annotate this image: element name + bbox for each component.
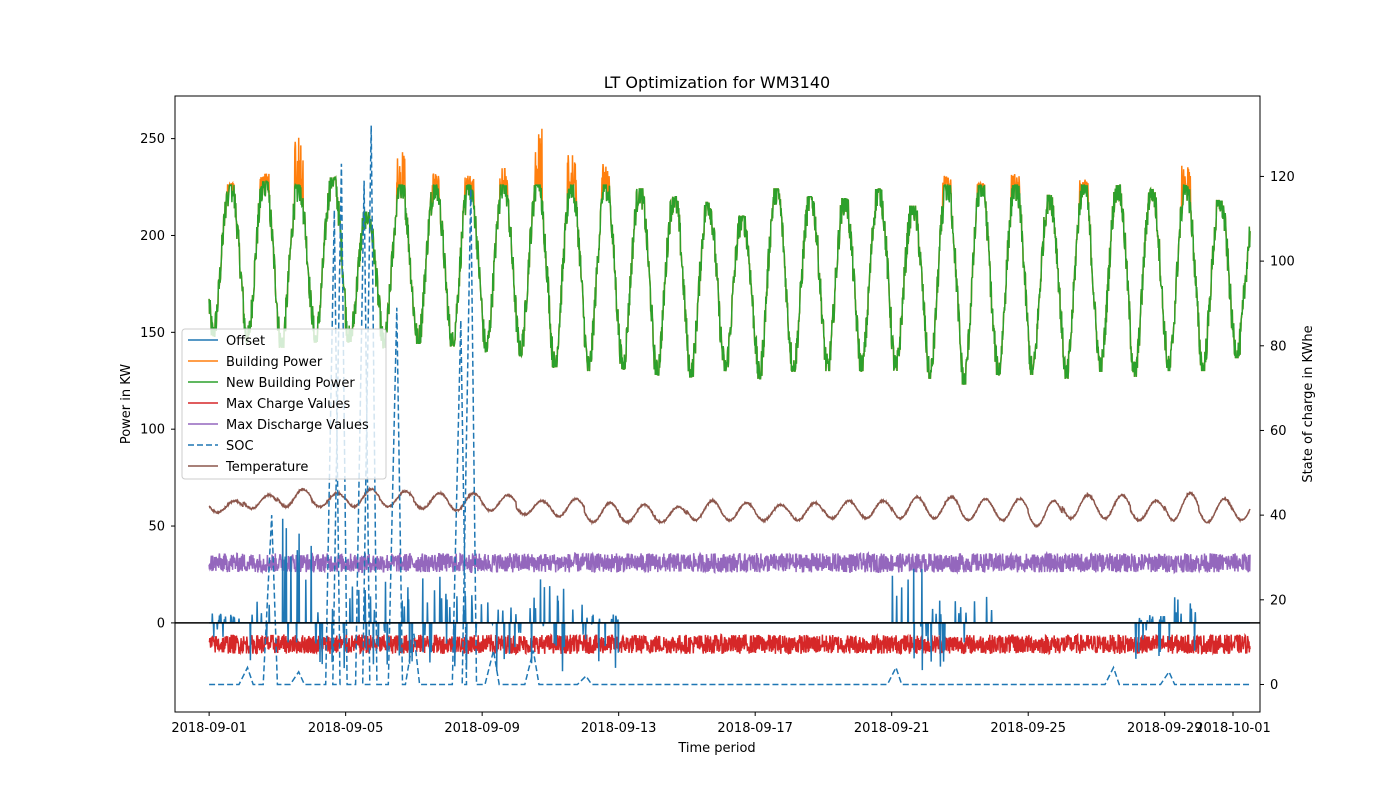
y2-axis-label: State of charge in KWhe (1301, 325, 1316, 482)
y-tick-label: 150 (140, 326, 165, 341)
legend: Offset Building Power New Building Power Ma… (181, 328, 387, 480)
y-tick-label: 200 (140, 229, 165, 244)
y2-tick-label: 60 (1270, 424, 1287, 439)
legend-label: New Building Power (226, 376, 355, 391)
series-max-discharge-values (208, 550, 1251, 575)
x-tick-label: 2018-09-13 (581, 721, 657, 736)
y2-tick-label: 0 (1270, 678, 1278, 693)
y2-tick-label: 40 (1270, 509, 1287, 524)
x-tick-label: 2018-09-29 (1127, 721, 1203, 736)
x-tick-label: 2018-09-25 (990, 721, 1066, 736)
y-axis-label: Power in KW (119, 364, 134, 444)
x-tick-label: 2018-09-01 (171, 721, 247, 736)
series-temperature (208, 486, 1251, 529)
series-max-charge-values (208, 632, 1251, 656)
x-tick-label: 2018-09-21 (854, 721, 930, 736)
legend-label: Offset (226, 334, 265, 349)
y-tick-label: 250 (140, 132, 165, 147)
legend-box (181, 328, 387, 480)
y2-tick-label: 120 (1270, 170, 1295, 185)
chart-title: LT Optimization for WM3140 (604, 73, 830, 92)
x-tick-label: 2018-09-05 (308, 721, 384, 736)
y2-tick-label: 80 (1270, 339, 1287, 354)
legend-label: Max Discharge Values (226, 418, 369, 433)
legend-label: Temperature (225, 460, 308, 475)
y-tick-label: 100 (140, 423, 165, 438)
x-tick-label: 2018-10-01 (1195, 721, 1271, 736)
y-tick-label: 50 (148, 520, 165, 535)
x-axis-label: Time period (677, 741, 755, 756)
y-tick-label: 0 (157, 616, 165, 631)
series-soc (209, 125, 1250, 686)
x-tick-label: 2018-09-17 (717, 721, 793, 736)
y2-tick-label: 20 (1270, 593, 1287, 608)
legend-label: SOC (226, 439, 254, 454)
axes-layer: 0 50 100 150 200 250 0 20 40 60 80 100 120 2018-09-01… (140, 95, 1295, 736)
y2-tick-label: 100 (1270, 255, 1295, 270)
plot-frame (174, 95, 1261, 713)
legend-label: Building Power (226, 355, 323, 370)
x-tick-label: 2018-09-09 (444, 721, 520, 736)
legend-label: Max Charge Values (226, 397, 350, 412)
